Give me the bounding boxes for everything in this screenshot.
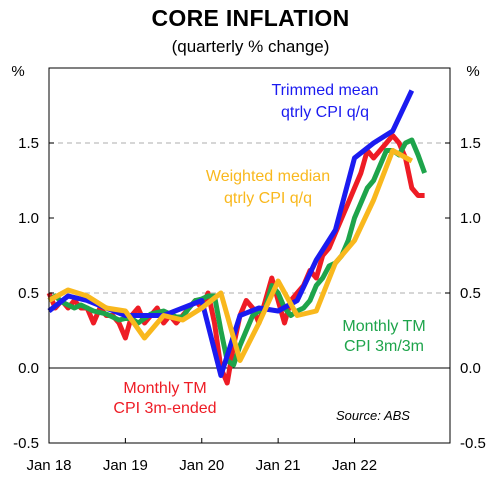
y-tick-label-left: 0.0 [18,360,39,377]
x-tick-label: Jan 22 [332,457,377,474]
series-annotation: Trimmed mean [272,82,379,99]
y-tick-label-right: -0.5 [460,435,486,452]
series-annotation: qtrly CPI q/q [224,190,312,207]
series-annotation: qtrly CPI q/q [281,104,369,121]
series-line-3 [47,148,414,363]
series-annotation: CPI 3m/3m [344,338,424,355]
y-tick-label-left: -0.5 [13,435,39,452]
series-annotation: Monthly TM [123,380,206,397]
series-layer [46,89,427,386]
chart-title: CORE INFLATION [151,5,350,31]
y-tick-label-right: 0.0 [460,360,481,377]
y-tick-label-right: 0.5 [460,285,481,302]
x-tick-label: Jan 19 [103,457,148,474]
x-tick-label: Jan 20 [179,457,224,474]
y-tick-label-left: 1.0 [18,210,39,227]
annotation-layer: Trimmed mean qtrly CPI q/q Weighted median… [113,82,425,417]
x-tick-label: Jan 21 [256,457,301,474]
y-axis-unit-left: % [11,63,24,80]
series-annotation: CPI 3m-ended [113,400,216,417]
x-tick-label: Jan 18 [26,457,71,474]
source-note: Source: ABS [336,408,410,423]
axis-layer: -0.5 -0.5 0.0 0.0 0.5 0.5 1.0 1.0 1.5 1.5 Jan 18 Ja… [13,135,486,474]
plot-frame [48,67,451,444]
y-tick-label-right: 1.5 [460,135,481,152]
series-annotation: Weighted median [206,168,330,185]
chart-subtitle: (quarterly % change) [171,37,330,56]
y-tick-label-right: 1.0 [460,210,481,227]
series-annotation: Monthly TM [342,318,425,335]
y-axis-unit-right: % [466,63,479,80]
y-tick-label-left: 1.5 [18,135,39,152]
y-tick-label-left: 0.5 [18,285,39,302]
